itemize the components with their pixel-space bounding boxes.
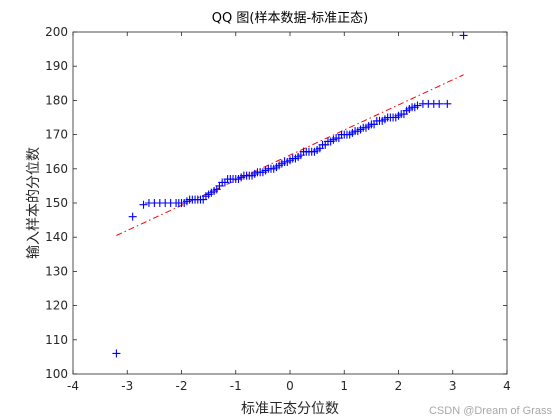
- data-point: [435, 99, 444, 108]
- reference-line: [116, 74, 464, 236]
- data-point: [413, 101, 422, 110]
- data-point: [443, 99, 452, 108]
- watermark: CSDN @Dream of Grass: [428, 405, 552, 417]
- y-tick-label: 180: [45, 93, 68, 107]
- y-tick-label: 200: [45, 25, 68, 39]
- data-point: [128, 212, 137, 221]
- y-tick-label: 120: [45, 299, 68, 313]
- y-axis-label: 输入样本的分位数: [26, 147, 42, 259]
- y-tick-label: 170: [45, 128, 68, 142]
- y-tick-label: 190: [45, 59, 68, 73]
- chart-title: QQ 图(样本数据-标准正态): [212, 11, 368, 26]
- plot-area: [72, 31, 508, 375]
- x-tick-label: -2: [176, 379, 188, 393]
- y-tick-label: 160: [45, 162, 68, 176]
- data-point: [112, 349, 121, 358]
- x-tick-label: 1: [340, 379, 348, 393]
- y-tick-label: 100: [45, 367, 68, 381]
- x-tick-label: 0: [286, 379, 294, 393]
- x-tick-label: 4: [503, 379, 511, 393]
- data-point: [139, 200, 148, 209]
- y-tick-label: 140: [45, 230, 68, 244]
- x-tick-label: 3: [449, 379, 457, 393]
- x-tick-label: -1: [230, 379, 242, 393]
- x-axis-label: 标准正态分位数: [241, 401, 339, 417]
- y-tick-label: 130: [45, 264, 68, 278]
- reference-line-group: [116, 74, 464, 236]
- x-tick-label: 2: [395, 379, 403, 393]
- data-points-group: [112, 31, 468, 358]
- data-point: [459, 31, 468, 40]
- y-tick-label: 110: [45, 333, 68, 347]
- y-tick-label: 150: [45, 196, 68, 210]
- x-tick-label: -4: [67, 379, 79, 393]
- axis-ticks-group: -4 -3 -2 -1 0 1 2 3 4 100 110 120 130 140 150 160 170 180…: [45, 25, 511, 393]
- x-tick-label: -3: [121, 379, 133, 393]
